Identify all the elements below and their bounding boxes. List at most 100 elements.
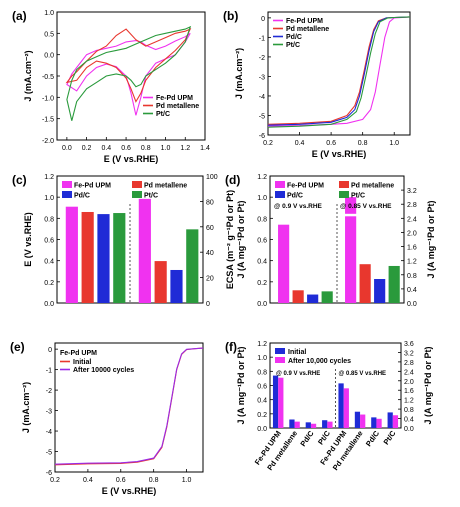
c-legend-label: Pd metallene: [144, 183, 187, 190]
d-ytick-label: 2.0: [407, 230, 417, 237]
d-ytick-label: 1.0: [257, 195, 267, 202]
f-ytick-label: 3.6: [404, 341, 414, 348]
a-xtick-label: 0.0: [62, 145, 72, 152]
e-legend-label: After 10000 cycles: [73, 367, 134, 374]
f-bar-initial: [354, 411, 361, 428]
d-ytick-label: 0.0: [257, 301, 267, 308]
chart-c: (c) 0.0 0.2 0.4 0.6 0.8 1.0 1.2 E (V vs.RHE) 0 20 4…: [12, 173, 235, 308]
e-plot-frame: [54, 342, 204, 473]
f-ytick-label: 2.0: [404, 379, 414, 386]
f-legend-label: After 10,000 cycles: [288, 358, 351, 365]
e-ytick-label: -3: [46, 409, 52, 416]
b-series-pd-c: [267, 16, 411, 126]
c-ytick-label: 0.4: [44, 259, 54, 266]
f-category-label: Pd/C: [298, 429, 316, 449]
b-ytick-label: -2: [259, 55, 265, 62]
d-ylabel: J (A mg⁻¹Pd or Pt): [236, 201, 246, 279]
e-xtick-label: 0.8: [149, 477, 159, 484]
b-ytick-label: 0: [261, 16, 265, 23]
e-ytick-label: -1: [46, 368, 52, 375]
d-legend-label: Pt/C: [351, 193, 365, 200]
f-bar-after-10-000-cycles: [327, 421, 333, 428]
c-ytick-label: 20: [206, 276, 214, 283]
b-xtick-label: 0.8: [358, 140, 368, 147]
a-xtick-label: 1.2: [180, 145, 190, 152]
b-ytick-label: -5: [259, 113, 265, 120]
c-ytick-label: 0.6: [44, 238, 54, 245]
f-ytick-label: 0.8: [257, 369, 267, 376]
f-ytick-label: 2.8: [404, 360, 414, 367]
f-annotation-left: @ 0.9 V vs.RHE: [276, 371, 320, 377]
c-ylabel-right: ECSA (m⁻² g⁻¹Pd or Pt): [225, 190, 235, 289]
d-legend-swatch: [275, 191, 285, 198]
f-bar-after-10-000-cycles: [278, 377, 284, 428]
d-legend-swatch: [339, 181, 349, 188]
b-ylabel: J (mA.cm⁻²): [234, 48, 244, 99]
a-ytick-label: 0.5: [44, 31, 54, 38]
c-ytick-label: 40: [206, 250, 214, 257]
b-xtick-label: 0.4: [295, 140, 305, 147]
d-bar-pd-c: [307, 294, 319, 303]
c-bar-fe-pd-upm: [138, 198, 151, 303]
f-annotation-right: @ 0.85 V vs.RHE: [339, 371, 387, 377]
c-legend-swatch: [132, 181, 142, 188]
f-ytick-label: 1.0: [257, 355, 267, 362]
d-legend-swatch: [275, 181, 285, 188]
f-bar-after-10-000-cycles: [343, 388, 349, 428]
f-ytick-label: 0.0: [404, 426, 414, 433]
f-bar-initial: [371, 417, 377, 428]
c-panel-label: (c): [12, 173, 27, 187]
chart-f: (f) 0.0 0.2 0.4 0.6 0.8 1.0 1.2 J (A mg⁻¹Pd or P…: [225, 340, 433, 472]
c-bar-pd-c: [97, 214, 110, 303]
b-ytick-label: -3: [259, 74, 265, 81]
e-panel-label: (e): [10, 340, 25, 354]
f-ytick-label: 0.4: [404, 417, 414, 424]
b-legend-label: Pt/C: [286, 42, 300, 49]
f-ylabel: J (A mg⁻¹Pd or Pt): [236, 347, 246, 425]
f-ytick-label: 3.2: [404, 350, 414, 357]
d-ytick-label: 0.6: [257, 238, 267, 245]
c-legend-label: Pt/C: [144, 193, 158, 200]
c-bar-pd-metallene: [154, 261, 167, 303]
d-bar-pd-metallene: [359, 264, 371, 303]
b-ytick-label: -6: [259, 133, 265, 140]
f-bar-after-10-000-cycles: [360, 414, 366, 428]
a-xtick-label: 0.2: [82, 145, 92, 152]
f-ytick-label: 0.0: [257, 426, 267, 433]
c-legend-label: Fe-Pd UPM: [74, 183, 111, 190]
c-legend-label: Pd/C: [74, 193, 90, 200]
d-legend-label: Fe-Pd UPM: [287, 183, 324, 190]
a-xlabel: E (V vs.RHE): [104, 154, 159, 164]
d-ytick-label: 0.0: [407, 301, 417, 308]
d-ytick-label: 2.4: [407, 216, 417, 223]
c-ytick-label: 0.2: [44, 280, 54, 287]
a-ytick-label: -1.5: [42, 117, 54, 124]
f-legend-swatch: [275, 348, 285, 354]
e-ytick-label: 0: [48, 347, 52, 354]
d-ytick-label: 2.8: [407, 202, 417, 209]
e-ylabel: J (mA.cm⁻²): [21, 382, 31, 433]
a-xtick-label: 0.6: [121, 145, 131, 152]
c-ytick-label: 60: [206, 225, 214, 232]
a-ytick-label: -2.0: [42, 138, 54, 145]
d-ytick-label: 1.2: [257, 174, 267, 181]
b-xtick-label: 0.6: [326, 140, 336, 147]
e-xtick-label: 0.2: [50, 477, 60, 484]
f-ytick-label: 1.2: [404, 398, 414, 405]
d-ytick-label: 0.4: [257, 259, 267, 266]
a-ylabel: J (mA.cm⁻²): [23, 50, 33, 101]
f-category-label: Pd/C: [364, 429, 382, 449]
d-ytick-label: 3.2: [407, 188, 417, 195]
chart-e: (e) -6 -5 -4 -3 -2 -1 0 J (mA.cm⁻²) 0.2 0.4 0.6 0.8 1…: [10, 340, 204, 496]
c-legend-swatch: [62, 191, 72, 198]
f-bar-initial: [322, 420, 328, 428]
b-legend-label: Fe-Pd UPM: [286, 18, 323, 25]
a-xtick-label: 0.8: [141, 145, 151, 152]
f-bar-initial: [338, 383, 344, 428]
c-ytick-label: 1.0: [44, 195, 54, 202]
d-legend-label: Pd metallene: [351, 183, 394, 190]
d-ytick-label: 1.2: [407, 259, 417, 266]
d-bar-pd-c: [374, 279, 386, 303]
f-bar-after-10-000-cycles: [376, 418, 382, 428]
f-ytick-label: 0.8: [404, 407, 414, 414]
